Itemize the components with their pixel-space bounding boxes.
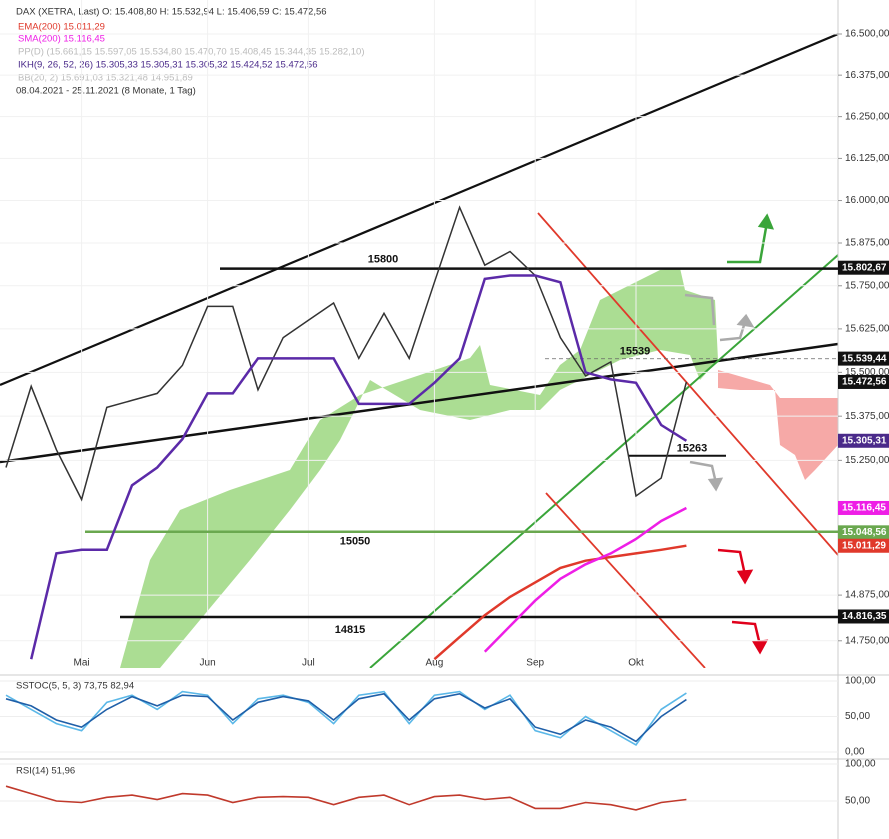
legend-entry: IKH(9, 26, 52, 26) 15.305,33 15.305,31 1… — [18, 60, 318, 71]
y-tick-label: 50,00 — [845, 711, 870, 722]
y-tick-label: 15.250,00 — [845, 455, 889, 466]
ichimoku-cloud — [120, 268, 838, 668]
level-label: 15050 — [340, 536, 371, 548]
legend-entry: 08.04.2021 - 25.11.2021 (8 Monate, 1 Tag… — [16, 86, 196, 97]
x-tick-label: Jun — [200, 658, 216, 669]
y-tick-label: 15.500,00 — [845, 367, 889, 378]
series-line — [483, 506, 687, 653]
arrows — [684, 213, 775, 655]
legend-entry: SMA(200) 15.116,45 — [18, 34, 105, 45]
level-label: 15800 — [368, 254, 399, 266]
price-badge — [838, 351, 889, 366]
y-tick-label: 50,00 — [845, 796, 870, 807]
legend-entry: BB(20, 2) 15.691,03 15.321,48 14.951,89 — [18, 73, 193, 84]
price-badge — [838, 500, 889, 515]
price-badge — [838, 374, 889, 389]
trend-lines — [0, 32, 838, 668]
y-tick-label: 15.750,00 — [845, 280, 889, 291]
price-badge — [838, 538, 889, 553]
y-tick-label: 100,00 — [845, 676, 876, 687]
series-line — [433, 544, 687, 661]
series-line — [29, 274, 688, 660]
y-tick-label: 15.625,00 — [845, 324, 889, 335]
y-tick-label: 16.375,00 — [845, 70, 889, 81]
series-line — [5, 205, 688, 502]
x-tick-label: Okt — [628, 658, 644, 669]
series-line — [5, 785, 687, 811]
level-label: 15263 — [677, 443, 708, 455]
price-badge — [838, 525, 889, 540]
y-tick-label: 16.250,00 — [845, 111, 889, 122]
level-label: 14815 — [335, 624, 366, 636]
y-tick-label: 14.750,00 — [845, 635, 889, 646]
indicator-title: RSI(14) 51,96 — [16, 766, 75, 777]
x-tick-label: Jul — [302, 658, 315, 669]
price-badge-label: 15.305,31 — [842, 435, 887, 446]
y-tick-label: 16.500,00 — [845, 29, 889, 40]
price-badge-label: 15.539,44 — [842, 353, 887, 364]
legend-entry: PP(D) (15.661,15 15.597,05 15.534,80 15.… — [18, 47, 365, 58]
price-badge-label: 15.048,56 — [842, 527, 887, 538]
legend: DAX (XETRA, Last) O: 15.408,80 H: 15.532… — [16, 7, 365, 97]
price-badge — [838, 433, 889, 448]
y-tick-label: 0,00 — [845, 747, 865, 758]
y-tick-label: 16.000,00 — [845, 195, 889, 206]
legend-entry: DAX (XETRA, Last) O: 15.408,80 H: 15.532… — [16, 7, 327, 18]
indicator-title: SSTOC(5, 5, 3) 73,75 82,94 — [16, 681, 134, 692]
y-tick-label: 14.875,00 — [845, 590, 889, 601]
y-tick-label: 100,00 — [845, 759, 876, 770]
price-badge — [838, 609, 889, 624]
level-label: 15539 — [620, 346, 651, 358]
x-tick-label: Sep — [526, 658, 544, 669]
x-tick-label: Mai — [74, 658, 90, 669]
price-badge-label: 15.802,67 — [842, 262, 887, 273]
legend-entry: EMA(200) 15.011,29 — [18, 22, 105, 33]
price-badge-label: 15.011,29 — [842, 540, 886, 551]
plot-area — [0, 0, 838, 668]
y-tick-label: 16.125,00 — [845, 153, 889, 164]
price-badge-label: 14.816,35 — [842, 611, 887, 622]
y-tick-label: 15.875,00 — [845, 238, 889, 249]
y-tick-label: 15.375,00 — [845, 411, 889, 422]
price-badge-label: 15.472,56 — [842, 377, 887, 388]
series-line — [5, 692, 687, 743]
price-badge-label: 15.116,45 — [842, 503, 886, 514]
price-badge — [838, 260, 889, 275]
x-tick-label: Aug — [426, 658, 444, 669]
